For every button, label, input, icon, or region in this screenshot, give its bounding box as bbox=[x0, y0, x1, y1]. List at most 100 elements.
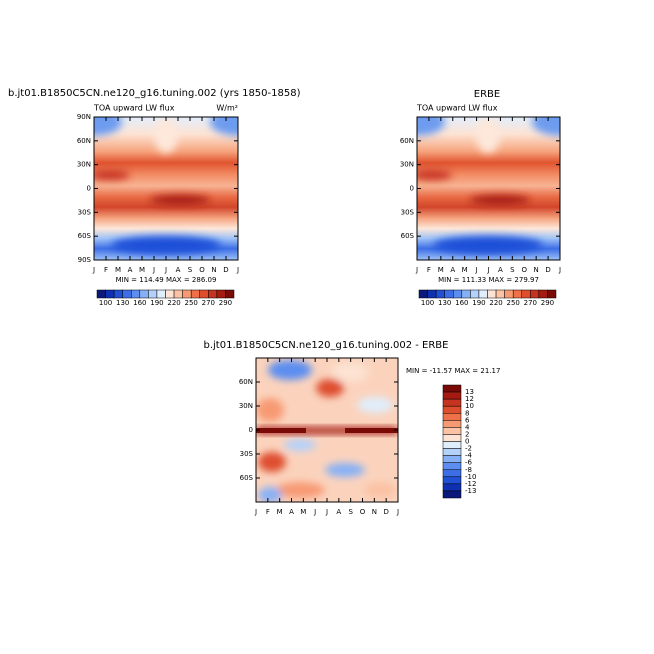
y-tick-label: 60N bbox=[239, 378, 253, 386]
colorbar-box bbox=[442, 490, 462, 499]
colorbar-box bbox=[442, 405, 462, 414]
colorbar-label: 290 bbox=[219, 299, 232, 307]
colorbar-label: 250 bbox=[185, 299, 198, 307]
colorbar-box bbox=[216, 289, 226, 299]
colorbar-box bbox=[442, 462, 462, 470]
colorbar-box bbox=[442, 469, 462, 478]
colorbar-box bbox=[442, 448, 462, 456]
x-tick-label: S bbox=[348, 508, 353, 516]
colorbar-box bbox=[131, 289, 141, 299]
x-tick-label: M bbox=[462, 266, 468, 274]
stats: MIN = 111.33 MAX = 279.97 bbox=[438, 276, 539, 284]
x-tick-label: M bbox=[277, 508, 283, 516]
subtitle: TOA upward LW flux bbox=[93, 104, 175, 113]
colorbar-label: 12 bbox=[465, 395, 474, 403]
x-tick-label: N bbox=[211, 266, 216, 274]
colorbar-box bbox=[521, 289, 531, 299]
x-tick-label: J bbox=[415, 266, 418, 274]
x-tick-label: J bbox=[396, 508, 399, 516]
colorbar-label: 13 bbox=[465, 388, 474, 396]
colorbar-box bbox=[105, 289, 115, 299]
colorbar-box bbox=[182, 289, 192, 299]
colorbar-label: -6 bbox=[465, 459, 473, 467]
colorbar-label: 100 bbox=[99, 299, 112, 307]
colorbar-label: 4 bbox=[465, 423, 470, 431]
x-tick-label: J bbox=[325, 508, 328, 516]
colorbar-label: 2 bbox=[465, 430, 469, 438]
colorbar-box bbox=[487, 289, 497, 299]
y-tick-label: 30S bbox=[240, 450, 254, 458]
colorbar-label: -4 bbox=[465, 452, 473, 460]
colorbar-box bbox=[435, 289, 445, 299]
colorbar-label: -2 bbox=[465, 445, 472, 453]
colorbar-label: 190 bbox=[472, 299, 485, 307]
x-tick-label: J bbox=[475, 266, 478, 274]
x-tick-label: F bbox=[266, 508, 270, 516]
x-tick-label: J bbox=[92, 266, 95, 274]
x-tick-label: J bbox=[236, 266, 239, 274]
x-tick-label: A bbox=[450, 266, 455, 274]
y-tick-label: 30S bbox=[401, 208, 415, 216]
x-tick-label: N bbox=[372, 508, 377, 516]
x-tick-label: J bbox=[558, 266, 561, 274]
colorbar-box bbox=[139, 289, 149, 299]
x-tick-label: S bbox=[188, 266, 193, 274]
y-tick-label: 0 bbox=[410, 185, 414, 193]
colorbar-label: 290 bbox=[541, 299, 554, 307]
colorbar-box bbox=[418, 289, 428, 299]
field bbox=[256, 358, 398, 502]
x-tick-label: J bbox=[164, 266, 167, 274]
colorbar-box bbox=[547, 289, 557, 299]
colorbar-label: 220 bbox=[167, 299, 180, 307]
colorbar-box bbox=[165, 289, 175, 299]
colorbar-box bbox=[495, 289, 505, 299]
x-tick-label: O bbox=[360, 508, 366, 516]
x-tick-label: A bbox=[498, 266, 503, 274]
colorbar-label: 160 bbox=[455, 299, 468, 307]
colorbar-box bbox=[442, 384, 462, 393]
colorbar-label: -12 bbox=[465, 480, 476, 488]
colorbar-box bbox=[96, 289, 106, 299]
colorbar-box bbox=[225, 289, 235, 299]
x-tick-label: F bbox=[104, 266, 108, 274]
colorbar-label: -8 bbox=[465, 466, 472, 474]
x-tick-label: M bbox=[139, 266, 145, 274]
colorbar-box bbox=[470, 289, 480, 299]
colorbar-label: 190 bbox=[150, 299, 163, 307]
field bbox=[417, 117, 560, 260]
x-tick-label: A bbox=[336, 508, 341, 516]
x-tick-label: A bbox=[176, 266, 181, 274]
colorbar-box bbox=[478, 289, 488, 299]
y-tick-label: 0 bbox=[249, 426, 253, 434]
x-tick-label: M bbox=[115, 266, 121, 274]
subtitle: TOA upward LW flux bbox=[416, 104, 498, 113]
colorbar-box bbox=[442, 441, 462, 449]
x-tick-label: A bbox=[289, 508, 294, 516]
colorbar-label: 100 bbox=[421, 299, 434, 307]
colorbar-box bbox=[538, 289, 548, 299]
colorbar-box bbox=[122, 289, 132, 299]
x-tick-label: J bbox=[313, 508, 316, 516]
colorbar-label: 8 bbox=[465, 409, 469, 417]
colorbar-label: -10 bbox=[465, 473, 476, 481]
y-tick-label: 60S bbox=[401, 232, 415, 240]
colorbar-box bbox=[530, 289, 540, 299]
stats: MIN = 114.49 MAX = 286.09 bbox=[116, 276, 217, 284]
field bbox=[94, 117, 238, 260]
y-tick-label: 60N bbox=[77, 137, 91, 145]
colorbar-label: 250 bbox=[507, 299, 520, 307]
x-tick-label: D bbox=[545, 266, 550, 274]
y-tick-label: 90S bbox=[78, 256, 92, 264]
colorbar-box bbox=[442, 483, 462, 492]
colorbar-box bbox=[444, 289, 454, 299]
y-tick-label: 60N bbox=[400, 137, 414, 145]
colorbar-box bbox=[453, 289, 463, 299]
colorbar-label: 270 bbox=[202, 299, 215, 307]
y-tick-label: 30N bbox=[400, 161, 414, 169]
y-tick-label: 30N bbox=[239, 402, 253, 410]
x-tick-label: D bbox=[223, 266, 228, 274]
colorbar-label: 160 bbox=[133, 299, 146, 307]
colorbar-label: 0 bbox=[465, 438, 469, 446]
x-tick-label: M bbox=[300, 508, 306, 516]
